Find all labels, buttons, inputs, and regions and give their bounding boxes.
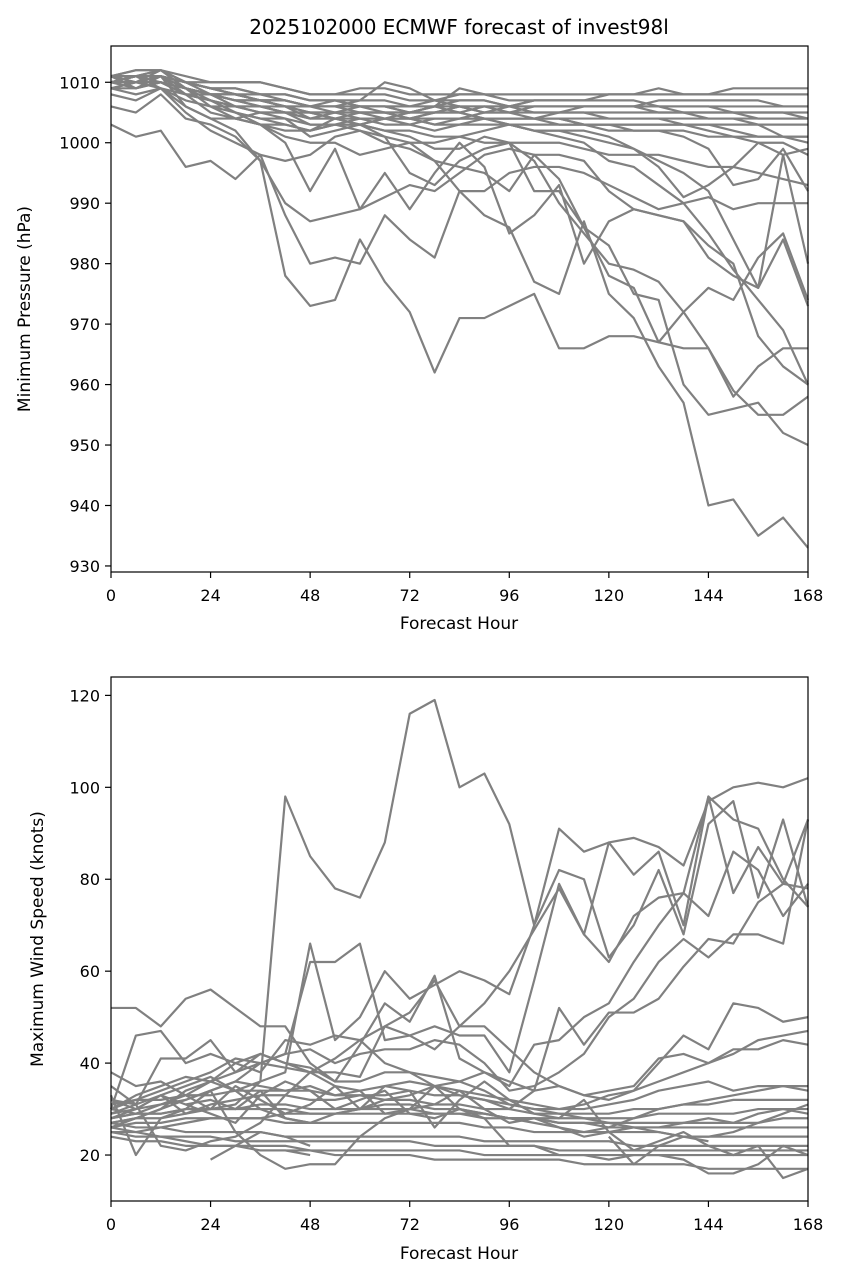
wind-series-line-m11 (110, 1080, 809, 1124)
chart-title: 2025102000 ECMWF forecast of invest98l (249, 15, 669, 39)
wind-series-line-m29 (608, 1135, 709, 1166)
wind-series-line-m08 (110, 979, 809, 1106)
wind-series-line-m12 (110, 1084, 808, 1115)
wind-panel: 0 24 48 72 96 120 144 168 20 40 60 80 100 120 Foreca… (28, 676, 823, 1264)
pressure-series-line-m05 (110, 69, 809, 386)
wind-series-group (109, 698, 810, 1180)
wind-series-line-m17 (110, 1121, 808, 1147)
pressure-x-tick-label: 24 (200, 586, 220, 605)
pressure-x-tick-label: 96 (499, 586, 519, 605)
pressure-series-line-m26 (111, 75, 808, 138)
pressure-series-line-m24 (111, 75, 808, 120)
wind-series-line-m18 (110, 1130, 808, 1152)
pressure-series-line-m06 (110, 75, 809, 549)
wind-x-tick-label: 168 (793, 1215, 824, 1234)
pressure-y-tick-label: 940 (69, 496, 100, 515)
pressure-x-tick-label: 48 (300, 586, 320, 605)
pressure-series-line-m02 (110, 93, 808, 398)
wind-series-line-m28 (260, 1149, 311, 1157)
wind-y-tick-label: 60 (80, 962, 100, 981)
pressure-axes-frame (110, 45, 809, 573)
pressure-y-ticks: 930 940 950 960 970 980 990 1000 1010 (59, 73, 111, 576)
pressure-y-tick-label: 1000 (59, 134, 100, 153)
pressure-series-line-m01 (110, 123, 809, 416)
pressure-series-line-m28 (210, 99, 535, 126)
wind-series-line-m23 (110, 1084, 809, 1138)
wind-x-ticks: 0 24 48 72 96 120 144 168 (106, 1201, 823, 1234)
wind-x-tick-label: 72 (400, 1215, 420, 1234)
pressure-series-line-m07 (110, 75, 809, 447)
pressure-y-tick-label: 960 (69, 376, 100, 395)
wind-y-axis-label: Maximum Wind Speed (knots) (28, 811, 48, 1067)
pressure-x-tick-label: 120 (594, 586, 625, 605)
wind-y-tick-label: 20 (80, 1146, 100, 1165)
wind-x-tick-label: 48 (300, 1215, 320, 1234)
wind-series-line-m26 (185, 1089, 311, 1124)
pressure-x-axis-label: Forecast Hour (400, 614, 518, 634)
wind-y-ticks: 20 40 60 80 100 120 (69, 686, 111, 1165)
pressure-y-tick-label: 1010 (59, 73, 100, 92)
wind-x-tick-label: 24 (200, 1215, 220, 1234)
wind-series-line-m27 (210, 1130, 311, 1161)
pressure-y-tick-label: 930 (69, 557, 100, 576)
pressure-panel: 2025102000 ECMWF forecast of invest98l 0… (15, 15, 823, 634)
pressure-y-tick-label: 970 (69, 315, 100, 334)
pressure-series-line-m04 (110, 75, 810, 307)
pressure-x-tick-label: 168 (793, 586, 824, 605)
pressure-x-tick-label: 0 (106, 586, 116, 605)
wind-x-tick-label: 144 (693, 1215, 724, 1234)
wind-axes-frame (110, 676, 809, 1202)
pressure-x-tick-label: 144 (693, 586, 724, 605)
wind-x-axis-label: Forecast Hour (400, 1244, 518, 1264)
wind-series-line-m20 (110, 1126, 808, 1170)
wind-y-tick-label: 120 (69, 686, 100, 705)
pressure-series-group (110, 69, 810, 549)
pressure-series-line-m29 (235, 105, 460, 132)
wind-series-line-m05 (111, 850, 809, 1088)
wind-series-line-m03 (110, 800, 810, 1111)
wind-y-tick-label: 100 (69, 778, 100, 797)
pressure-x-tick-label: 72 (400, 586, 420, 605)
wind-y-tick-label: 80 (80, 870, 100, 889)
wind-x-tick-label: 96 (499, 1215, 519, 1234)
wind-x-tick-label: 0 (106, 1215, 116, 1234)
wind-series-line-m15 (110, 1107, 808, 1129)
pressure-x-ticks: 0 24 48 72 96 120 144 168 (106, 572, 823, 605)
wind-series-line-m25 (110, 1075, 809, 1138)
wind-x-tick-label: 120 (594, 1215, 625, 1234)
pressure-series-line-m23 (110, 75, 809, 187)
wind-series-line-m24 (110, 1080, 808, 1134)
pressure-y-tick-label: 980 (69, 255, 100, 274)
wind-y-tick-label: 40 (80, 1054, 100, 1073)
pressure-y-tick-label: 990 (69, 194, 100, 213)
pressure-y-tick-label: 950 (69, 436, 100, 455)
pressure-y-axis-label: Minimum Pressure (hPa) (15, 206, 35, 412)
